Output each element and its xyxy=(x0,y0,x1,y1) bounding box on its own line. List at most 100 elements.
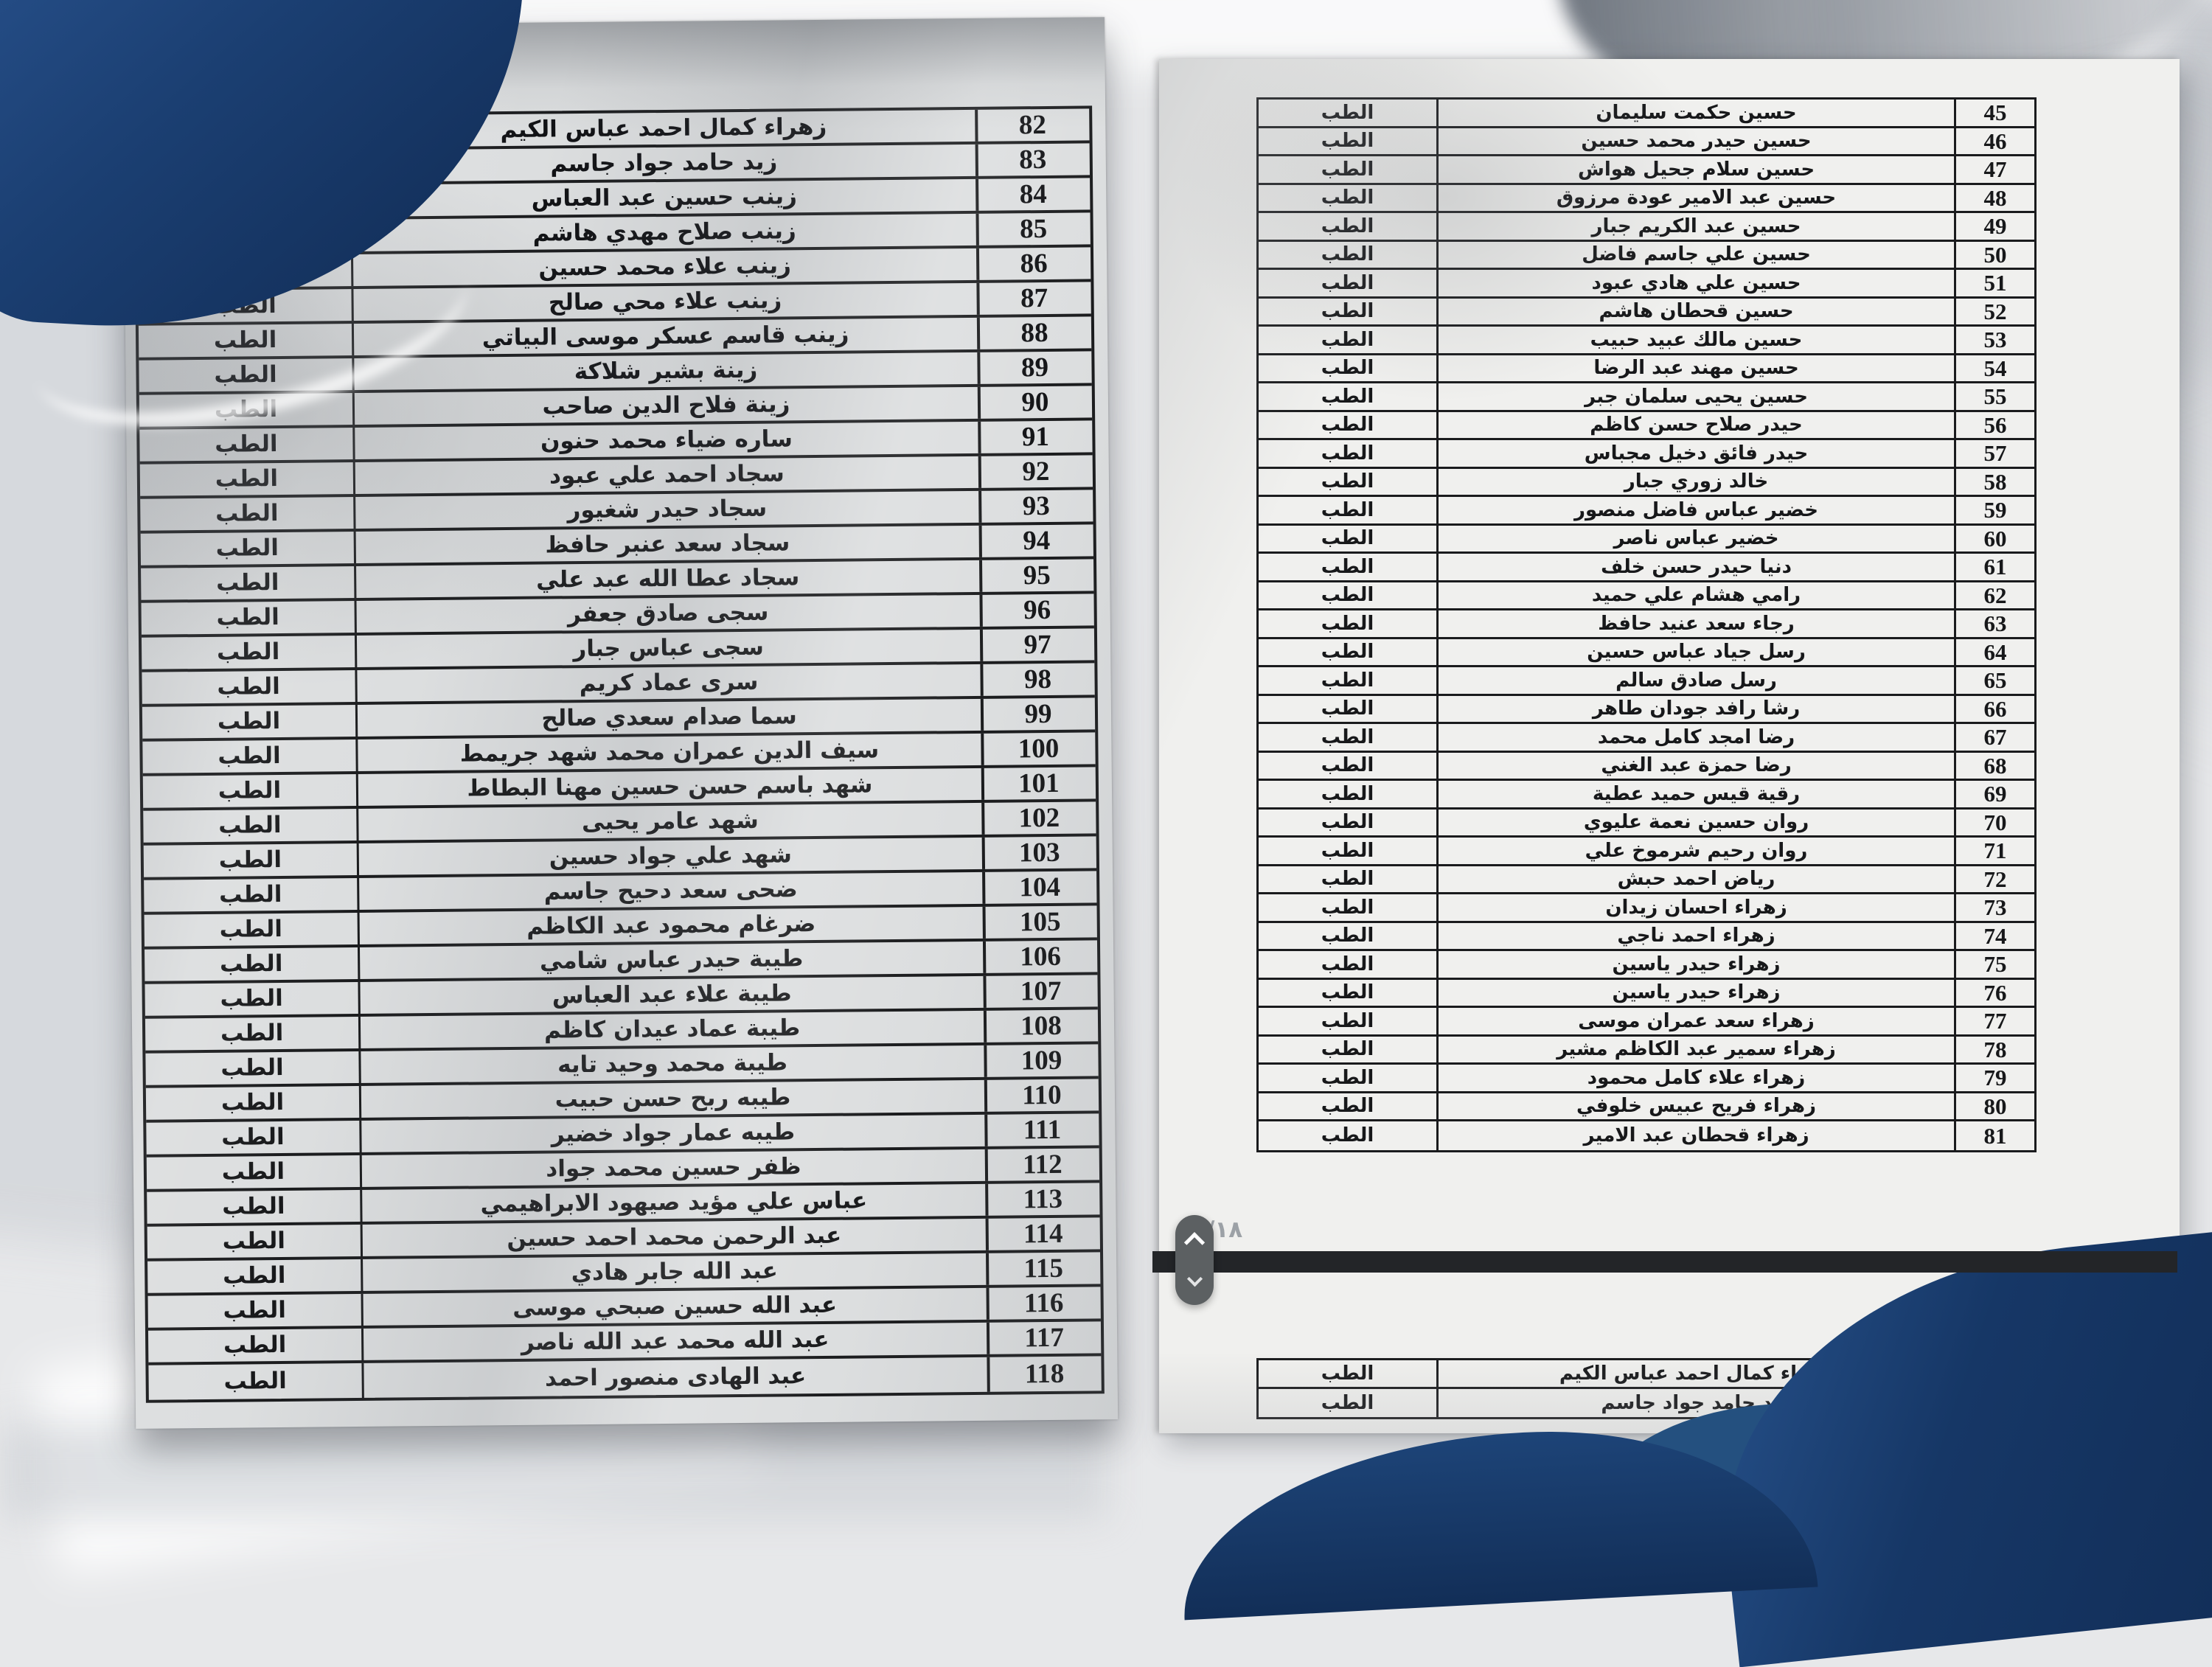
row-number-cell: 59 xyxy=(1983,497,2007,523)
table-row: الطب رضا امجد كامل محمد 67 xyxy=(1259,724,2034,753)
row-number-cell: 77 xyxy=(1983,1008,2007,1034)
row-number-cell: 85 xyxy=(1019,213,1048,245)
row-number-cell: 117 xyxy=(1024,1322,1065,1354)
row-number-cell: 64 xyxy=(1983,638,2007,665)
table-row: الطب حسين علي جاسم فاضل 50 xyxy=(1259,241,2034,270)
row-number-cell: 54 xyxy=(1983,355,2007,381)
student-name-cell: دنيا حيدر حسن خلف xyxy=(1439,554,1956,580)
row-number-cell: 110 xyxy=(1022,1079,1062,1111)
student-name-cell: عباس علي مؤيد صيهود الابراهيمي xyxy=(362,1183,989,1222)
student-name-cell: سرى عماد كريم xyxy=(357,664,984,702)
table-row: الطب رجاء سعد عنيد حافظ 63 xyxy=(1259,610,2034,639)
table-row: الطب زهراء كمال احمد عباس الكيم 82 xyxy=(1259,1360,2034,1389)
student-name-cell: عبد الرحمن محمد احمد حسين xyxy=(362,1218,989,1256)
department-cell: الطب xyxy=(1259,866,1439,892)
row-number-cell: 105 xyxy=(1019,906,1061,938)
student-name-cell: روان رحيم شرموخ علي xyxy=(1439,838,1956,864)
department-cell: الطب xyxy=(1259,922,1439,949)
table-row: الطب زهراء سمير عبد الكاظم مشير 78 xyxy=(1259,1036,2034,1065)
student-name-cell: ضحى سعد دحيح جاسم xyxy=(359,871,986,910)
table-row: الطب خضير عباس فاضل منصور 59 xyxy=(1259,497,2034,526)
table-row: الطب زهراء سعد عمران موسى 77 xyxy=(1259,1008,2034,1037)
table-row: الطب زهراء علاء كامل محمود 79 xyxy=(1259,1065,2034,1093)
student-name-cell: رجاء سعد عنيد حافظ xyxy=(1439,610,1956,637)
student-name-cell: ظفر حسين محمد جواد xyxy=(361,1149,989,1187)
row-number-cell: 96 xyxy=(1023,594,1051,626)
row-number-cell: 108 xyxy=(1020,1010,1062,1042)
student-name-cell: سيف الدين عمران محمد شهد جريمط xyxy=(358,733,984,771)
department-cell: الطب xyxy=(147,1224,364,1259)
row-number-cell: 91 xyxy=(1021,421,1050,453)
row-number-cell: 107 xyxy=(1020,975,1062,1007)
department-cell: الطب xyxy=(137,185,353,219)
department-cell: الطب xyxy=(1259,270,1439,296)
row-number-cell: 74 xyxy=(1983,922,2007,949)
table-row: الطب حيدر صلاح حسن كاظم 56 xyxy=(1259,411,2034,440)
department-cell: الطب xyxy=(142,773,359,808)
table-row: الطب رامي هشام علي حميد 62 xyxy=(1259,582,2034,610)
student-name-cell: طيبه ربح حسن حبيب xyxy=(361,1079,988,1118)
student-name-cell: شهد باسم حسن حسين مهنا البطاط xyxy=(358,768,985,806)
student-name-cell: خالد زوري جبار xyxy=(1439,468,1956,495)
row-number-cell: 55 xyxy=(1983,383,2007,410)
department-cell: الطب xyxy=(1259,1065,1439,1091)
row-number-cell: 112 xyxy=(1022,1149,1062,1180)
student-name-cell: رسل صادق سالم xyxy=(1439,667,1956,694)
department-cell: الطب xyxy=(146,1155,363,1189)
row-number-cell: 90 xyxy=(1021,386,1049,418)
student-name-cell: رضا حمزة عبد الغني xyxy=(1439,752,1956,779)
row-number-cell: 95 xyxy=(1023,560,1051,591)
student-name-cell: رسل جياد عباس حسين xyxy=(1439,638,1956,665)
row-number-cell: 83 xyxy=(1983,1390,2007,1416)
row-number-cell: 58 xyxy=(1983,468,2007,495)
table-row: الطب زهراء قحطان عبد الامير 81 xyxy=(1259,1121,2034,1150)
students-table-left: الطب زهراء كمال احمد عباس الكيم 82 الطب … xyxy=(133,105,1105,1403)
department-cell: الطب xyxy=(1259,638,1439,665)
student-name-cell: زهراء حيدر ياسين xyxy=(1439,979,1956,1006)
department-cell: الطب xyxy=(148,1363,364,1400)
department-cell: الطب xyxy=(145,1016,361,1051)
department-cell: الطب xyxy=(1259,100,1439,126)
row-number-cell: 76 xyxy=(1983,979,2007,1006)
student-name-cell: طيبة حيدر عباس شامي xyxy=(360,941,987,979)
department-cell: الطب xyxy=(144,912,360,947)
department-cell: الطب xyxy=(1259,1388,1439,1417)
student-name-cell: زهراء قحطان عبد الامير xyxy=(1439,1121,1956,1150)
department-cell: الطب xyxy=(147,1328,364,1363)
table-row: الطب حسين سلام جحيل هواش 47 xyxy=(1259,156,2034,185)
department-cell: الطب xyxy=(144,877,360,912)
student-name-cell: زهراء سعد عمران موسى xyxy=(1439,1008,1956,1034)
department-cell: الطب xyxy=(1259,298,1439,324)
student-name-cell: حسين علي جاسم فاضل xyxy=(1439,241,1956,268)
student-name-cell: سجى عباس جبار xyxy=(356,629,984,667)
page-gap-bar xyxy=(1152,1251,2177,1273)
department-cell: الطب xyxy=(1259,1093,1439,1119)
student-name-cell: حسين حيدر محمد حسين xyxy=(1439,128,1956,154)
student-name-cell: زهراء علاء كامل محمود xyxy=(1439,1065,1956,1091)
department-cell: الطب xyxy=(1259,355,1439,381)
row-number-cell: 93 xyxy=(1022,490,1050,522)
row-number-cell: 72 xyxy=(1983,866,2007,892)
row-number-cell: 75 xyxy=(1983,951,2007,978)
department-cell: الطب xyxy=(1259,128,1439,154)
department-cell: الطب xyxy=(143,808,359,843)
table-row: الطب زهراء حيدر ياسين 76 xyxy=(1259,979,2034,1008)
row-number-cell: 68 xyxy=(1983,752,2007,779)
row-number-cell: 99 xyxy=(1024,698,1052,730)
chevron-up-icon xyxy=(1183,1232,1206,1253)
table-row: الطب حسين حيدر محمد حسين 46 xyxy=(1259,128,2034,156)
student-name-cell: خضير عباس ناصر xyxy=(1439,525,1956,551)
student-name-cell: حسين مالك عبيد حبيب xyxy=(1439,327,1956,353)
row-number-cell: 61 xyxy=(1983,554,2007,580)
table-row: الطب رياض احمد حبش 72 xyxy=(1259,866,2034,894)
next-page-button[interactable] xyxy=(1175,1268,1214,1293)
previous-page-button[interactable] xyxy=(1175,1227,1214,1253)
row-number-cell: 89 xyxy=(1020,352,1049,383)
row-number-cell: 53 xyxy=(1983,327,2007,353)
table-row: الطب زهراء احمد ناجي 74 xyxy=(1259,922,2034,951)
row-number-cell: 106 xyxy=(1020,941,1062,972)
table-row: الطب حسين عبد الامير عودة مرزوق 48 xyxy=(1259,184,2034,213)
student-name-cell: زهراء احمد ناجي xyxy=(1439,922,1956,949)
student-name-cell: طيبة علاء عبد العباس xyxy=(360,975,987,1014)
